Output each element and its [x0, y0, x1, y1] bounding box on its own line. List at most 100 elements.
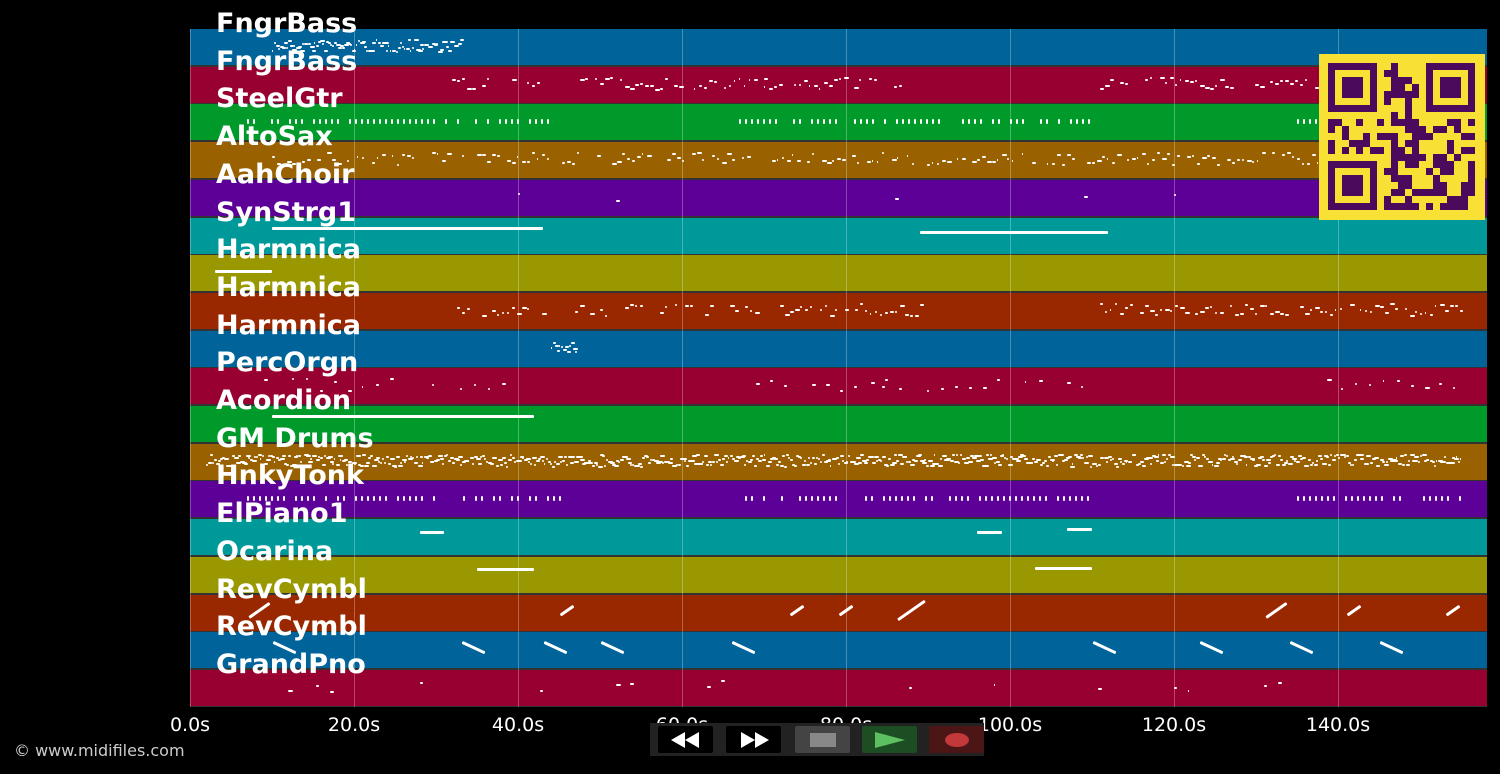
play-button[interactable]	[862, 726, 917, 753]
qr-module	[1391, 77, 1398, 84]
note	[1290, 83, 1294, 86]
note	[461, 641, 485, 655]
note	[566, 464, 569, 467]
note	[594, 461, 599, 464]
note	[361, 496, 364, 502]
note	[809, 84, 811, 87]
note	[652, 458, 656, 461]
note	[1455, 304, 1458, 307]
note	[286, 47, 289, 50]
note	[1195, 79, 1198, 82]
note	[398, 464, 403, 467]
note	[484, 457, 486, 460]
qr-module	[1461, 196, 1468, 203]
note	[560, 346, 563, 349]
note	[1441, 496, 1443, 502]
note	[1134, 454, 1136, 457]
note	[885, 311, 888, 314]
note	[388, 462, 392, 465]
note	[410, 50, 412, 53]
qr-module	[1412, 84, 1419, 91]
qr-module	[1328, 196, 1335, 203]
note	[326, 40, 330, 43]
note	[295, 119, 298, 125]
note	[746, 459, 748, 462]
note	[967, 496, 970, 502]
note	[404, 48, 406, 51]
note	[600, 641, 625, 655]
qr-module	[1342, 133, 1349, 140]
note	[976, 459, 981, 462]
stop-button[interactable]	[795, 726, 850, 753]
note	[1105, 311, 1108, 314]
track-label: ElPiano1	[216, 498, 348, 530]
note	[292, 463, 297, 466]
note	[1138, 463, 1142, 466]
note	[1302, 456, 1306, 459]
time-tick-label: 120.0s	[1141, 714, 1207, 736]
note	[300, 49, 305, 52]
note	[554, 344, 559, 347]
qr-module	[1412, 161, 1419, 168]
note	[487, 160, 491, 163]
note	[1165, 81, 1168, 84]
note	[958, 461, 960, 464]
note	[612, 464, 617, 467]
note	[1152, 158, 1156, 161]
note	[993, 683, 995, 686]
note	[274, 41, 277, 44]
note	[1188, 690, 1190, 693]
qr-module	[1328, 84, 1335, 91]
note	[400, 462, 402, 465]
note	[604, 465, 606, 468]
note	[1220, 459, 1222, 462]
note	[1368, 454, 1370, 457]
note	[366, 461, 370, 464]
qr-module	[1370, 84, 1377, 91]
fast-forward-button[interactable]	[726, 726, 781, 753]
note	[1300, 457, 1303, 460]
qr-module	[1328, 161, 1335, 168]
note	[667, 159, 671, 162]
note	[829, 496, 832, 502]
note	[248, 456, 251, 459]
qr-module	[1349, 105, 1356, 112]
note	[907, 154, 909, 157]
note	[1160, 461, 1164, 464]
note	[259, 496, 262, 502]
note	[810, 462, 812, 465]
note	[1244, 455, 1248, 458]
note	[1228, 458, 1231, 461]
note	[1200, 84, 1205, 87]
qr-module	[1433, 126, 1440, 133]
note	[1247, 160, 1252, 163]
note	[1066, 381, 1072, 384]
qr-module	[1398, 154, 1405, 161]
note	[678, 86, 684, 89]
note	[920, 304, 924, 307]
note	[236, 462, 241, 465]
note	[1148, 456, 1154, 459]
note	[517, 496, 520, 502]
note	[1396, 457, 1398, 460]
note	[567, 160, 571, 163]
note	[1459, 496, 1461, 502]
note	[378, 41, 382, 44]
note	[1365, 309, 1367, 312]
note	[1280, 313, 1285, 316]
note	[1202, 157, 1207, 160]
note	[799, 84, 801, 87]
rewind-button[interactable]	[658, 726, 713, 753]
note	[1346, 604, 1362, 616]
note	[628, 461, 633, 464]
note	[412, 156, 415, 159]
note	[834, 78, 839, 81]
note	[805, 309, 808, 312]
note	[897, 599, 926, 621]
note	[610, 461, 615, 464]
note	[646, 456, 650, 459]
record-button[interactable]	[929, 726, 984, 753]
qr-module	[1349, 175, 1356, 182]
note	[414, 39, 419, 42]
qr-module	[1405, 175, 1412, 182]
